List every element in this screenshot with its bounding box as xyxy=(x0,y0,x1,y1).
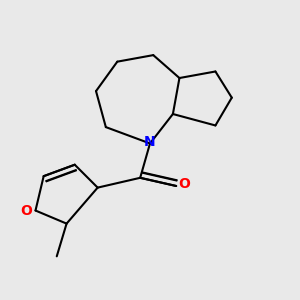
Text: N: N xyxy=(144,135,156,149)
Text: O: O xyxy=(20,204,32,218)
Text: O: O xyxy=(178,177,190,191)
